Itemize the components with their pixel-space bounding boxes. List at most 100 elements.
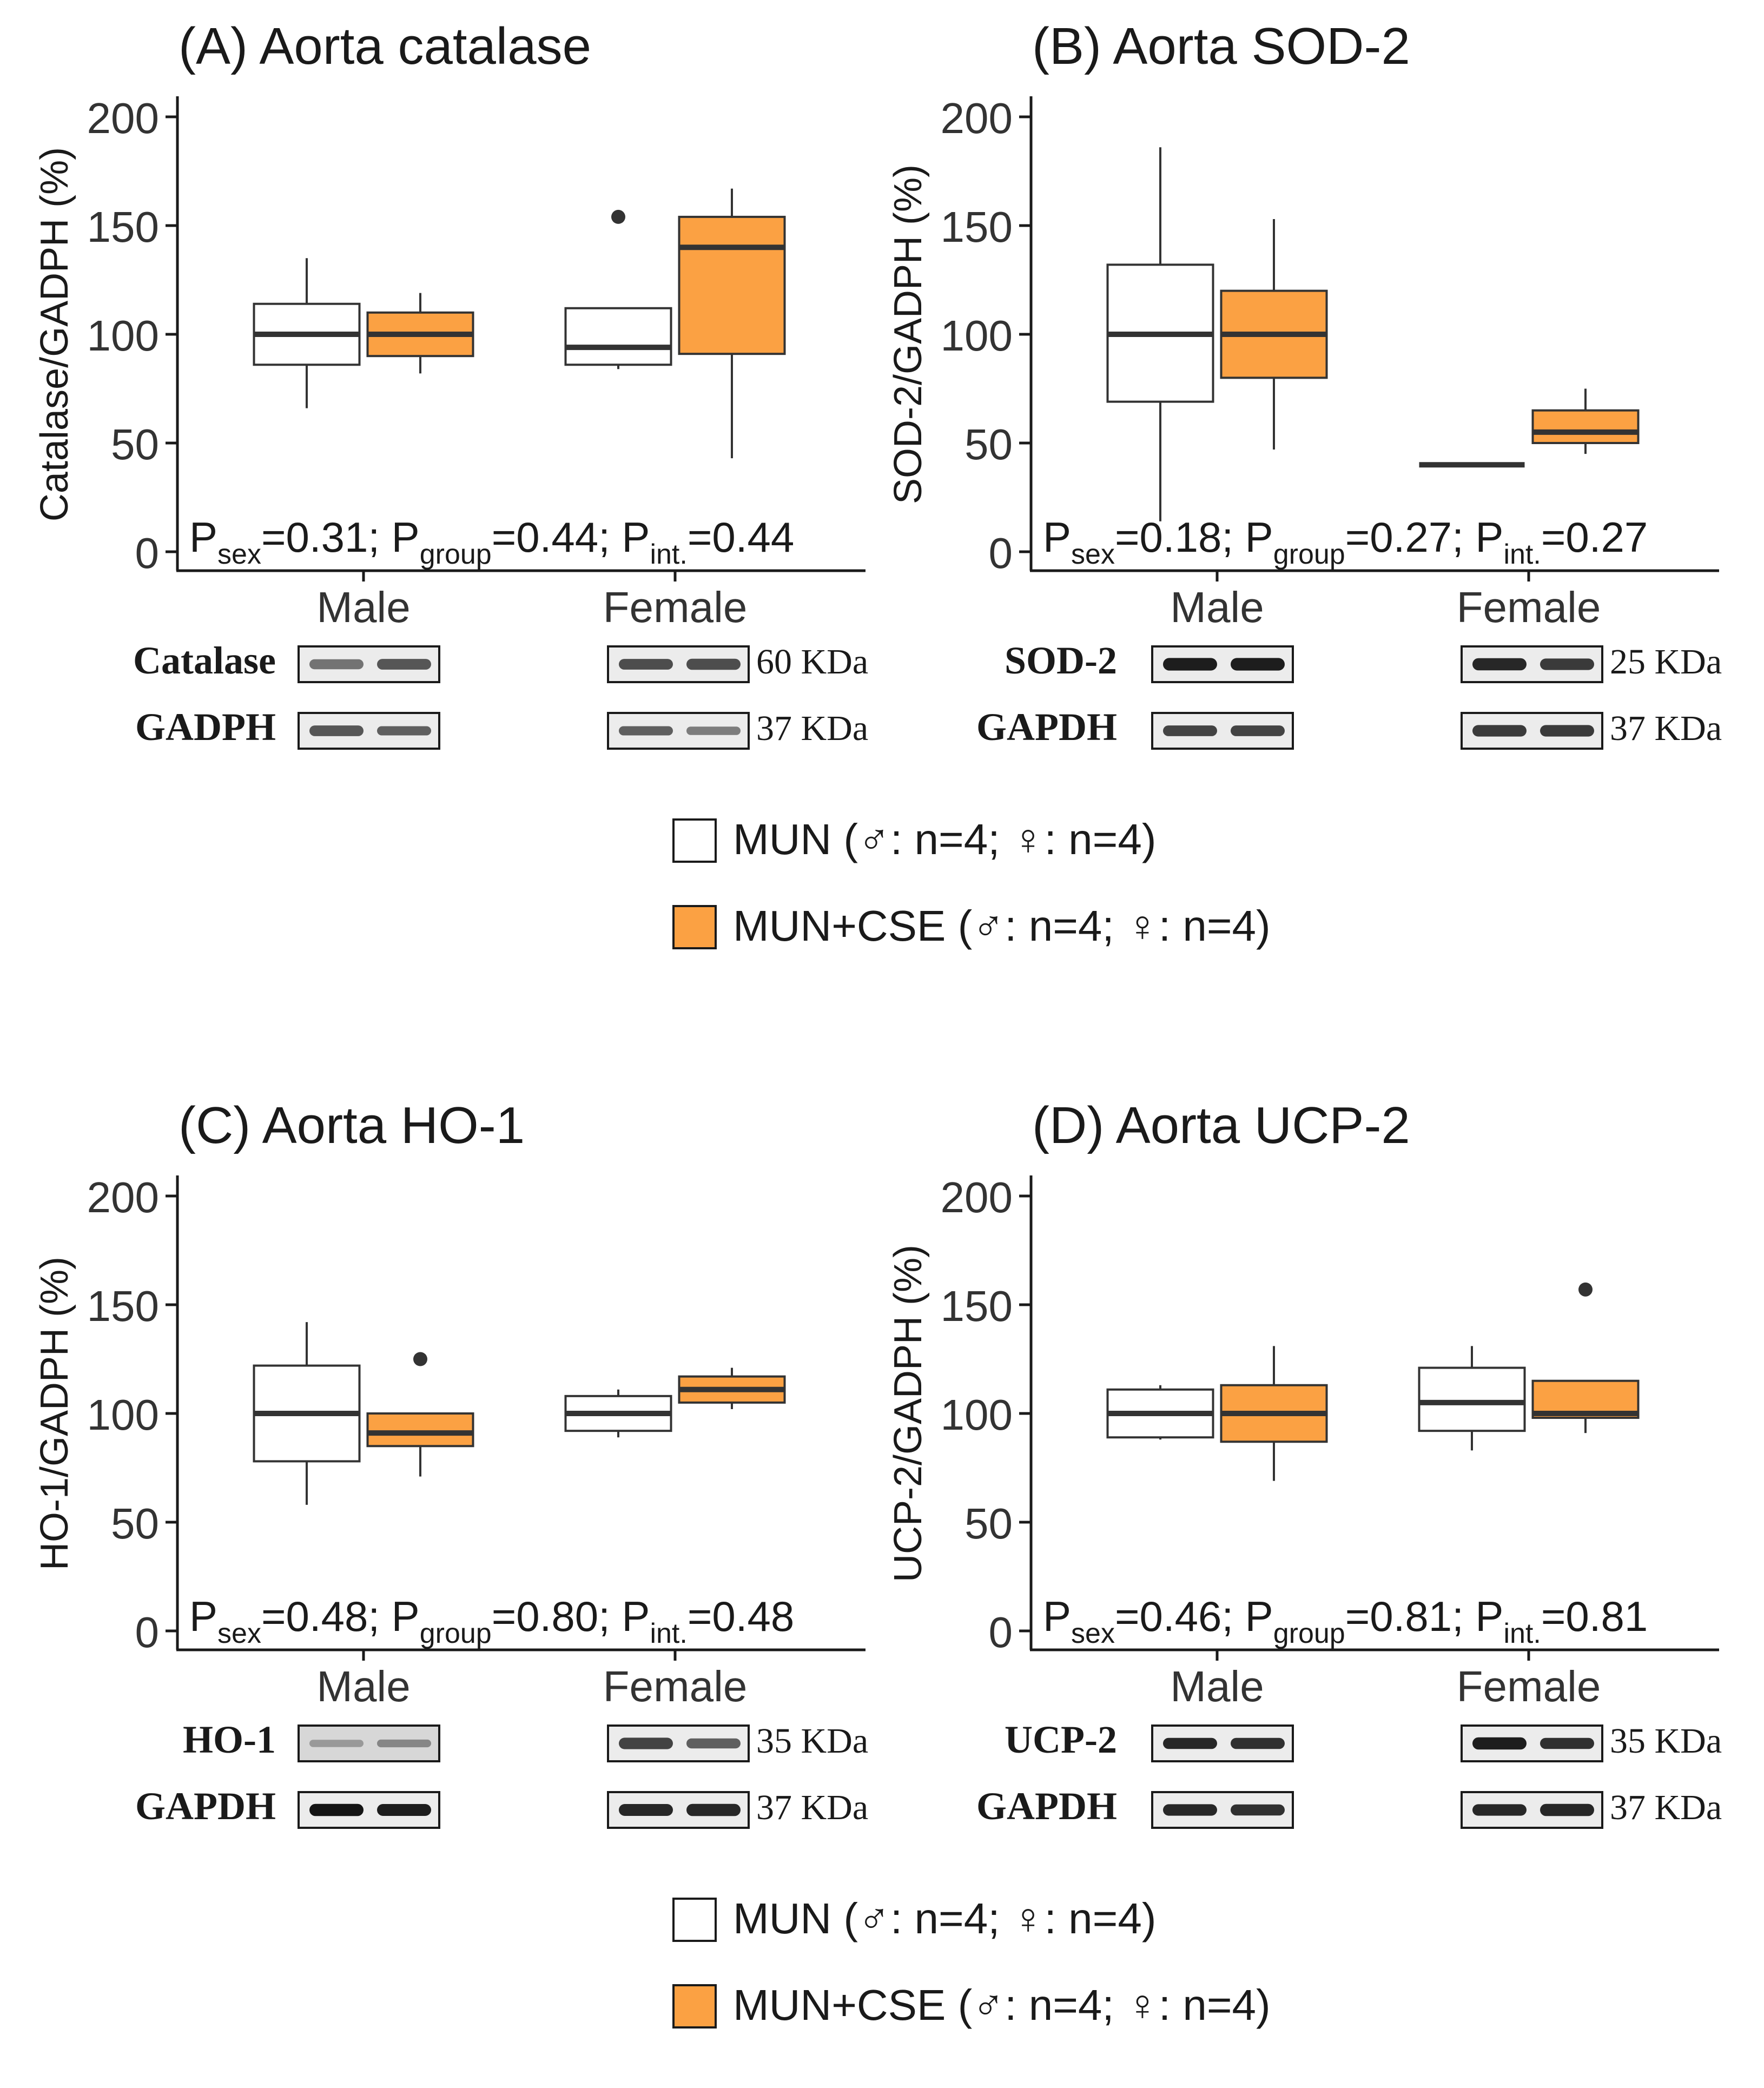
blot-band (377, 1804, 431, 1816)
blot-band (1231, 1804, 1285, 1816)
y-tick-label: 150 (941, 203, 1013, 251)
chart-panel-1: (B) Aorta SOD-2 SOD-2/GADPH (%) 0 50 100 150 2… (887, 17, 1722, 750)
outlier-point (1578, 1282, 1593, 1297)
blot-band (377, 1739, 431, 1748)
blot-band (309, 1803, 364, 1816)
blot-band (619, 1804, 673, 1816)
legend-0: MUN (♂: n=4; ♀: n=4) MUN+CSE (♂: n=4; ♀: … (672, 815, 1271, 950)
legend-swatch-mun (672, 818, 717, 863)
y-tick-label: 150 (941, 1282, 1013, 1330)
box-mun-female (564, 1389, 672, 1438)
box-body (1418, 1366, 1526, 1432)
y-tick-label: 50 (111, 420, 159, 468)
box-mun-female (564, 209, 672, 369)
y-tick-label: 200 (941, 94, 1013, 142)
legend-label: MUN (♂: n=4; ♀: n=4) (733, 1894, 1156, 1942)
y-tick-label: 200 (87, 1173, 159, 1221)
stat-p_sex: 0.46 (1140, 1593, 1222, 1640)
legend-label: MUN+CSE (♂: n=4; ♀: n=4) (733, 902, 1271, 950)
blot-band (1472, 1804, 1527, 1816)
y-tick-label: 0 (989, 1608, 1013, 1656)
y-tick-label: 50 (964, 1499, 1013, 1548)
blot-band (1472, 658, 1527, 671)
y-axis-label: SOD-2/GADPH (%) (887, 164, 930, 504)
y-axis-label: Catalase/GADPH (%) (33, 147, 76, 521)
blot-strip-male (298, 1791, 440, 1829)
chart-panel-0: (A) Aorta catalase Catalase/GADPH (%) 0 50 1… (33, 17, 868, 750)
blot-band (309, 1740, 364, 1747)
y-tick-label: 150 (87, 1282, 159, 1330)
x-tick-label: Male (316, 583, 410, 631)
blot-band (1472, 725, 1527, 737)
legend-swatch-mun-cse (672, 905, 717, 949)
blot-strip-male (1151, 1724, 1294, 1762)
x-tick-label: Male (316, 1662, 410, 1710)
blot-band (309, 725, 364, 736)
blot-band (377, 659, 431, 670)
box-mun-male (1106, 1385, 1214, 1440)
y-tick-label: 50 (964, 420, 1013, 468)
blot-size-label: 37 KDa (756, 709, 868, 748)
box-mun-male (253, 258, 361, 408)
stats-text: Psex=0.18; Pgroup=0.27; Pint.=0.27 (1043, 513, 1648, 570)
legend-1: MUN (♂: n=4; ♀: n=4) MUN+CSE (♂: n=4; ♀: … (672, 1894, 1271, 2029)
stat-p_group: 0.81 (1370, 1593, 1452, 1640)
chart-panel-3: (D) Aorta UCP-2 UCP-2/GADPH (%) 0 50 100 150 2… (887, 1096, 1722, 1829)
legend-label: MUN (♂: n=4; ♀: n=4) (733, 815, 1156, 863)
blot-label: GAPDH (976, 1785, 1117, 1828)
blot-band (1163, 1737, 1217, 1749)
x-tick-label: Female (603, 1662, 748, 1710)
stat-p_int: 0.27 (1565, 513, 1648, 561)
blot-label: GAPDH (135, 1785, 276, 1828)
blot-band (1472, 1737, 1527, 1750)
stat-p_sex: 0.48 (286, 1593, 368, 1640)
x-tick-label: Female (1457, 583, 1601, 631)
box-mun-cse-female (1531, 388, 1640, 454)
box-mun-cse-female (678, 188, 786, 459)
x-tick-label: Male (1170, 1662, 1264, 1710)
chart-panel-2: (C) Aorta HO-1 HO-1/GADPH (%) 0 50 100 150 200… (33, 1096, 868, 1829)
blot-band (1163, 658, 1217, 671)
stats-text: Psex=0.48; Pgroup=0.80; Pint.=0.48 (189, 1593, 794, 1649)
y-tick-label: 0 (989, 529, 1013, 577)
blot-band (1540, 1737, 1594, 1749)
y-tick-label: 200 (87, 94, 159, 142)
blot-band (1231, 725, 1285, 736)
stats-text: Psex=0.46; Pgroup=0.81; Pint.=0.81 (1043, 1593, 1648, 1649)
blot-size-label: 35 KDa (756, 1721, 868, 1761)
stats-text: Psex=0.31; Pgroup=0.44; Pint.=0.44 (189, 513, 794, 570)
y-tick-label: 200 (941, 1173, 1013, 1221)
blot-size-label: 35 KDa (1610, 1721, 1722, 1761)
stat-p_int: 0.48 (712, 1593, 794, 1640)
box-mun-female (1418, 1346, 1526, 1451)
blot-band (686, 726, 741, 735)
blot-band (1163, 725, 1217, 736)
stat-p_sex: 0.18 (1140, 513, 1222, 561)
blot-strip-female (1461, 645, 1603, 683)
box-mun-cse-female (678, 1367, 786, 1409)
blot-strip-male (298, 1724, 440, 1762)
panel-title: (D) Aorta UCP-2 (1032, 1096, 1410, 1154)
y-tick-label: 0 (135, 529, 160, 577)
blot-band (619, 659, 673, 670)
box-mun-male (253, 1322, 361, 1505)
blot-strip-female (607, 645, 750, 683)
blot-size-label: 60 KDa (756, 642, 868, 682)
x-tick-label: Female (1457, 1662, 1601, 1710)
panel-title: (C) Aorta HO-1 (179, 1096, 525, 1154)
y-tick-label: 100 (87, 1391, 159, 1439)
y-tick-label: 0 (135, 1608, 160, 1656)
blot-label: GADPH (135, 705, 276, 749)
blot-frame (1151, 1724, 1294, 1762)
legend-swatch-mun-cse (672, 1984, 717, 2028)
blot-band (686, 1803, 741, 1816)
box-body (366, 1412, 474, 1448)
blot-strip-female (1461, 1724, 1603, 1762)
stat-p_int: 0.81 (1565, 1593, 1648, 1640)
blot-strip-male (1151, 645, 1294, 683)
box-mun-cse-male (1220, 1346, 1328, 1481)
blot-label: GAPDH (976, 705, 1117, 749)
blot-strip-female (607, 712, 750, 750)
blot-label: HO-1 (183, 1718, 276, 1761)
